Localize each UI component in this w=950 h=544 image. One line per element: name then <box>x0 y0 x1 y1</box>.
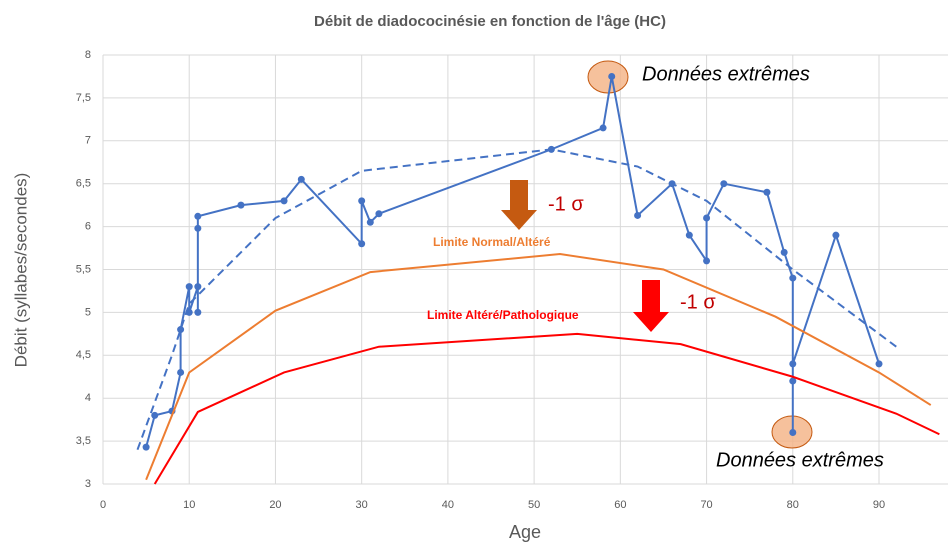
marker <box>789 429 797 437</box>
highlight <box>587 60 629 94</box>
y-tick-label: 5,5 <box>76 263 91 275</box>
marker <box>358 240 366 248</box>
y-tick-label: 6,5 <box>76 178 91 190</box>
annotation: -1 σ <box>680 291 716 313</box>
x-tick-label: 60 <box>614 499 626 511</box>
y-tick-label: 8 <box>85 49 91 61</box>
x-tick-label: 90 <box>873 499 885 511</box>
marker <box>194 224 202 232</box>
y-axis-label: Débit (syllabes/secondes) <box>11 173 30 368</box>
marker <box>142 443 150 451</box>
x-tick-label: 0 <box>100 499 106 511</box>
arrow <box>633 280 669 332</box>
chart-title: Débit de diadococinésie en fonction de l… <box>314 13 666 30</box>
y-tick-label: 4,5 <box>76 349 91 361</box>
x-tick-label: 80 <box>787 499 799 511</box>
line <box>153 332 940 485</box>
marker <box>297 175 305 183</box>
marker <box>608 72 616 80</box>
x-tick-label: 40 <box>442 499 454 511</box>
marker <box>875 360 883 368</box>
plot <box>136 72 940 485</box>
marker <box>832 231 840 239</box>
grid: 33,544,555,566,577,580 10 20 30 40 50 60 70 80 90 <box>76 49 948 511</box>
x-tick-label: 30 <box>356 499 368 511</box>
x-tick-label: 10 <box>183 499 195 511</box>
marker <box>780 248 788 256</box>
y-tick-label: 5 <box>85 306 91 318</box>
marker <box>194 283 202 291</box>
marker <box>358 197 366 205</box>
marker <box>789 274 797 282</box>
x-tick-label: 50 <box>528 499 540 511</box>
x-tick-label: 20 <box>269 499 281 511</box>
marker <box>237 201 245 209</box>
annotation: Données extrêmes <box>642 63 810 85</box>
arrow <box>501 180 537 230</box>
annotation: -1 σ <box>548 193 584 215</box>
line <box>136 148 897 451</box>
marker <box>763 188 771 196</box>
marker <box>634 211 642 219</box>
marker <box>280 197 288 205</box>
y-tick-label: 4 <box>85 392 91 404</box>
line <box>145 76 880 448</box>
marker <box>599 124 607 132</box>
x-axis-label: Age <box>509 522 541 542</box>
marker <box>720 180 728 188</box>
annotation: Limite Normal/Altéré <box>433 235 551 249</box>
marker <box>703 214 711 222</box>
y-tick-label: 7,5 <box>76 92 91 104</box>
marker <box>366 218 374 226</box>
y-tick-label: 6 <box>85 221 91 233</box>
x-tick-label: 70 <box>700 499 712 511</box>
y-tick-label: 7 <box>85 135 91 147</box>
marker <box>789 377 797 385</box>
annotation: Données extrêmes <box>716 449 884 471</box>
y-tick-label: 3 <box>85 478 91 490</box>
marker <box>789 360 797 368</box>
marker <box>194 308 202 316</box>
marker <box>375 210 383 218</box>
marker <box>177 368 185 376</box>
marker <box>703 257 711 265</box>
marker <box>685 231 693 239</box>
marker <box>151 411 159 419</box>
marker <box>185 283 193 291</box>
marker <box>177 326 185 334</box>
y-tick-label: 3,5 <box>76 435 91 447</box>
line <box>145 253 932 481</box>
marker <box>194 212 202 220</box>
annotation: Limite Altéré/Pathologique <box>427 308 579 322</box>
